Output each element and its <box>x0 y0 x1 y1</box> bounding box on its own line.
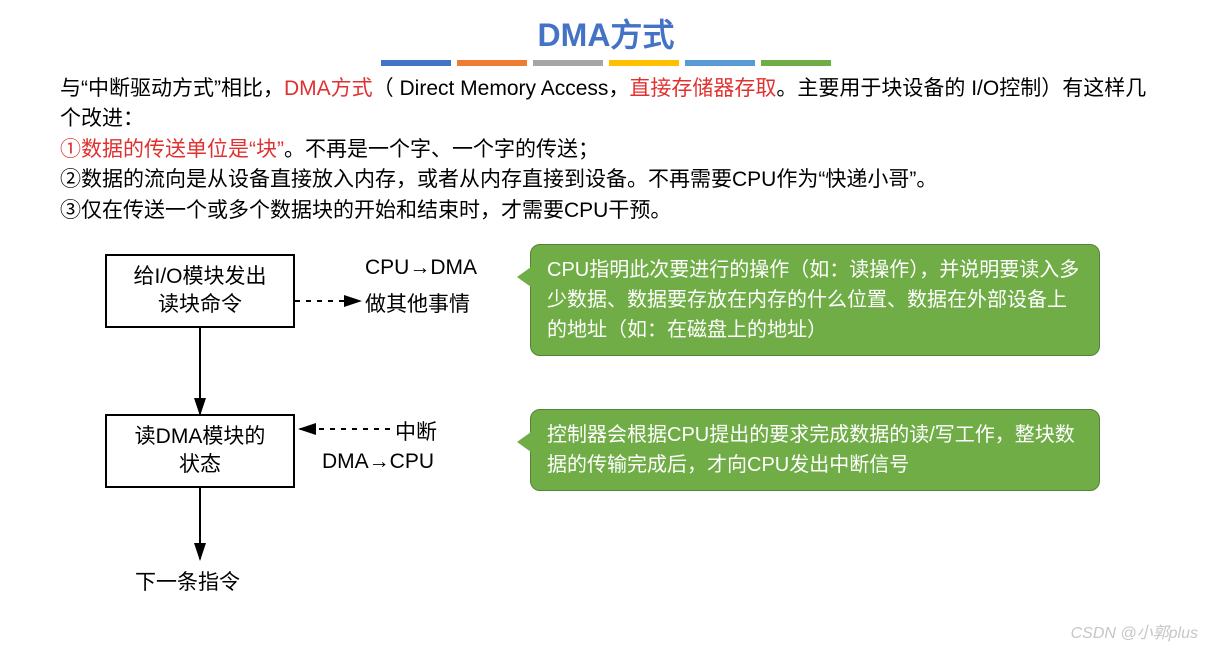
intro-paragraph: 与“中断驱动方式”相比，DMA方式（ Direct Memory Access，… <box>60 74 1152 226</box>
bar-1 <box>381 60 451 66</box>
intro-1b: DMA方式 <box>284 77 373 100</box>
line1c: 。不再是一个字、一个字的传送； <box>284 138 599 161</box>
title-block: DMA方式 <box>60 10 1152 66</box>
callout1-text: CPU指明此次要进行的操作（如：读操作），并说明要读入多少数据、数据要存放在内存… <box>547 259 1079 341</box>
label-cpu-to-dma: CPU→DMA <box>365 256 477 280</box>
bar-6 <box>761 60 831 66</box>
intro-1c: （ Direct Memory Access， <box>373 77 630 100</box>
label-dma-to-cpu: DMA→CPU <box>322 450 434 474</box>
box2-text: 读DMA模块的 状态 <box>135 423 266 480</box>
flow-box-read-dma-status: 读DMA模块的 状态 <box>105 414 295 488</box>
label-interrupt: 中断 <box>395 416 437 446</box>
line1a: ① <box>60 138 81 161</box>
bar-2 <box>457 60 527 66</box>
bar-4 <box>609 60 679 66</box>
flow-box-io-command: 给I/O模块发出 读块命令 <box>105 254 295 328</box>
bar-3 <box>533 60 603 66</box>
line3: ③仅在传送一个或多个数据块的开始和结束时，才需要CPU干预。 <box>60 199 671 222</box>
line1b: 数据的传送单位是“块” <box>81 138 284 161</box>
title-underline-bars <box>60 60 1152 66</box>
callout-cpu-instructions: CPU指明此次要进行的操作（如：读操作），并说明要读入多少数据、数据要存放在内存… <box>530 244 1100 356</box>
line2: ②数据的流向是从设备直接放入内存，或者从内存直接到设备。不再需要CPU作为“快递… <box>60 168 937 191</box>
intro-1d: 直接存储器存取 <box>629 77 776 100</box>
label-do-other: 做其他事情 <box>365 288 470 318</box>
flow-final-label: 下一条指令 <box>135 566 240 596</box>
bar-5 <box>685 60 755 66</box>
callout-controller-work: 控制器会根据CPU提出的要求完成数据的读/写工作，整块数据的传输完成后，才向CP… <box>530 409 1100 491</box>
callout2-text: 控制器会根据CPU提出的要求完成数据的读/写工作，整块数据的传输完成后，才向CP… <box>547 424 1075 476</box>
page-title: DMA方式 <box>538 10 675 56</box>
box1-text: 给I/O模块发出 读块命令 <box>133 263 266 320</box>
intro-1a: 与“中断驱动方式”相比， <box>60 77 284 100</box>
flow-diagram: 给I/O模块发出 读块命令 CPU→DMA 做其他事情 读DMA模块的 状态 中… <box>60 244 1152 614</box>
watermark: CSDN @小郭plus <box>1071 619 1198 643</box>
